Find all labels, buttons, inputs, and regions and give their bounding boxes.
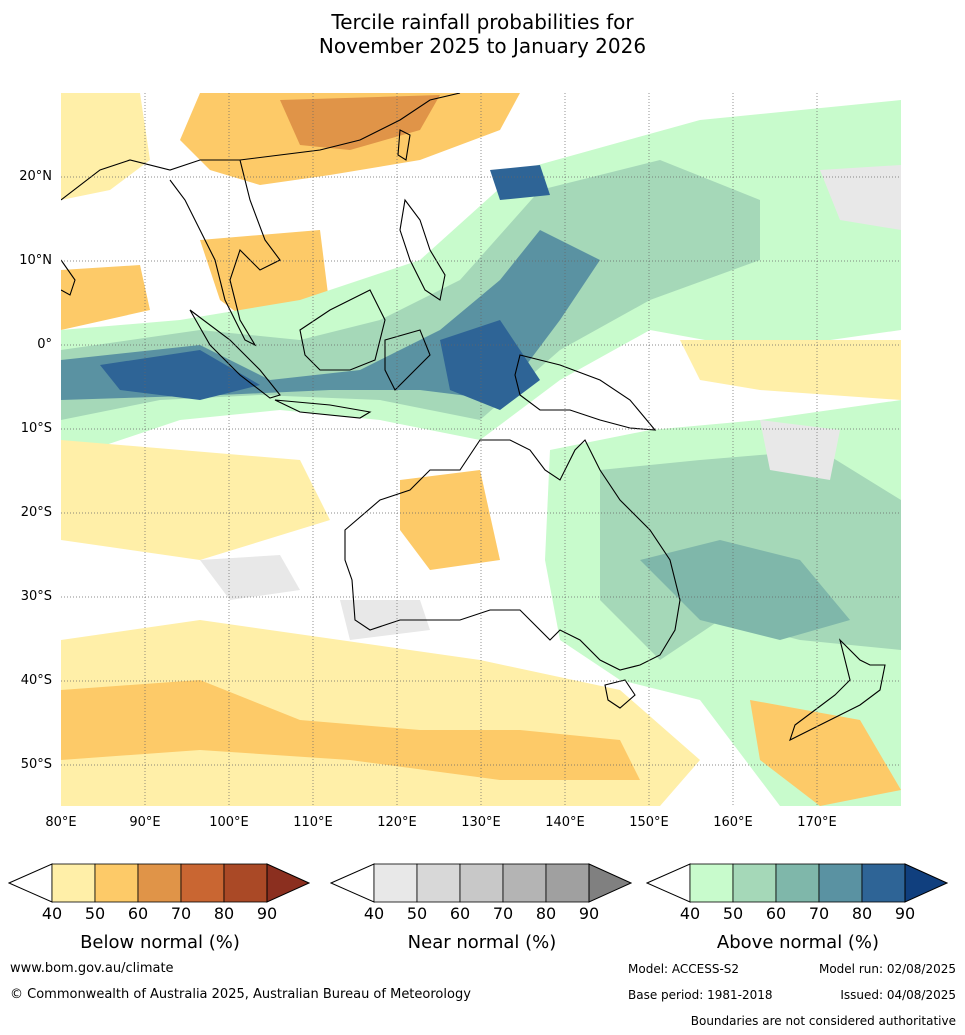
legend-near-normal: 40 50 60 70 80 90 Near normal (%) — [329, 862, 633, 953]
issued-text: Issued: 04/08/2025 — [840, 988, 956, 1002]
legend-tick: 70 — [808, 904, 830, 923]
legend-tick: 80 — [851, 904, 873, 923]
base-period-text: Base period: 1981-2018 — [628, 988, 773, 1002]
legend-below-normal: 40 50 60 70 80 90 Below normal (%) — [7, 862, 311, 953]
below-normal-region — [400, 470, 500, 570]
copyright-text: © Commonwealth of Australia 2025, Austra… — [10, 987, 471, 1002]
map-title: Tercile rainfall probabilities for Novem… — [0, 10, 965, 58]
near-normal-region — [820, 165, 901, 230]
lon-label: 130°E — [461, 815, 501, 830]
legend-tick: 90 — [894, 904, 916, 923]
near-normal-region — [200, 555, 300, 600]
legend-tick: 90 — [256, 904, 278, 923]
lon-label: 140°E — [545, 815, 585, 830]
lon-label: 120°E — [377, 815, 417, 830]
colorbar-swatch — [689, 863, 734, 903]
near-normal-region — [340, 600, 430, 640]
below-normal-region — [61, 680, 640, 780]
legend-tick: 40 — [363, 904, 385, 923]
below-normal-region — [280, 95, 440, 150]
below-normal-region — [61, 265, 150, 330]
legend-above-normal: 40 50 60 70 80 90 Above normal (%) — [645, 862, 949, 953]
lat-label: 30°S — [20, 589, 52, 604]
below-normal-region — [61, 440, 330, 560]
lon-label: 100°E — [209, 815, 249, 830]
lon-label: 150°E — [629, 815, 669, 830]
legend-tick: 60 — [765, 904, 787, 923]
title-line-1: Tercile rainfall probabilities for — [331, 10, 634, 34]
colorbar-swatch — [51, 863, 96, 903]
colorbar-swatch — [904, 863, 949, 903]
colorbar-swatch — [223, 863, 268, 903]
colorbar-swatch — [775, 863, 820, 903]
legend-tick: 60 — [127, 904, 149, 923]
colorbar-swatch — [861, 863, 906, 903]
lon-label: 110°E — [293, 815, 333, 830]
legend-tick: 80 — [213, 904, 235, 923]
colorbar-swatch — [137, 863, 182, 903]
colorbar-swatch — [732, 863, 777, 903]
lat-label: 10°N — [19, 253, 52, 268]
colorbar-swatch — [94, 863, 139, 903]
lat-label: 20°N — [19, 169, 52, 184]
below-normal-region — [680, 340, 901, 400]
colorbar-swatch — [818, 863, 863, 903]
website-link[interactable]: www.bom.gov.au/climate — [10, 961, 174, 976]
above-normal-region — [100, 350, 260, 400]
above-normal-region — [490, 165, 550, 200]
legend-title: Below normal (%) — [80, 932, 240, 953]
colorbar-swatch — [266, 863, 311, 903]
legend-tick: 70 — [492, 904, 514, 923]
legend-tick: 70 — [170, 904, 192, 923]
lon-label: 90°E — [129, 815, 161, 830]
lon-label: 170°E — [797, 815, 837, 830]
above-normal-region — [640, 540, 850, 640]
below-normal-region — [61, 93, 150, 200]
colorbar-above-normal — [645, 863, 949, 903]
legend-tick: 60 — [449, 904, 471, 923]
disclaimer-text: Boundaries are not considered authoritat… — [690, 1014, 956, 1028]
above-normal-region — [440, 320, 540, 410]
lat-label: 10°S — [20, 421, 52, 436]
below-normal-region — [750, 700, 901, 806]
colorbar-swatch — [545, 863, 590, 903]
legend-title: Above normal (%) — [716, 932, 880, 953]
colorbar-swatch — [416, 863, 461, 903]
legend-tick: 50 — [84, 904, 106, 923]
colorbar-swatch — [459, 863, 504, 903]
legend-title: Near normal (%) — [407, 932, 557, 953]
legend-tick: 40 — [41, 904, 63, 923]
near-normal-region — [760, 420, 840, 480]
lon-label: 160°E — [713, 815, 753, 830]
colorbar-swatch — [373, 863, 418, 903]
model-text: Model: ACCESS-S2 — [628, 962, 740, 976]
legend-tick: 80 — [535, 904, 557, 923]
model-run-text: Model run: 02/08/2025 — [818, 962, 956, 976]
above-normal-region — [61, 160, 760, 420]
lat-label: 40°S — [20, 673, 52, 688]
colorbar-below-normal — [7, 863, 311, 903]
lat-label: 50°S — [20, 757, 52, 772]
legend-tick: 40 — [679, 904, 701, 923]
lon-label: 80°E — [45, 815, 77, 830]
legend-tick: 90 — [578, 904, 600, 923]
title-line-2: November 2025 to January 2026 — [318, 34, 647, 58]
lat-label: 0° — [37, 337, 52, 352]
colorbar-swatch — [588, 863, 633, 903]
colorbar-swatch — [502, 863, 547, 903]
rainfall-probability-map — [61, 93, 901, 806]
colorbar-near-normal — [329, 863, 633, 903]
legend-tick: 50 — [406, 904, 428, 923]
legend-tick: 50 — [722, 904, 744, 923]
graticule — [61, 93, 901, 806]
lat-label: 20°S — [20, 505, 52, 520]
colorbar-swatch — [180, 863, 225, 903]
